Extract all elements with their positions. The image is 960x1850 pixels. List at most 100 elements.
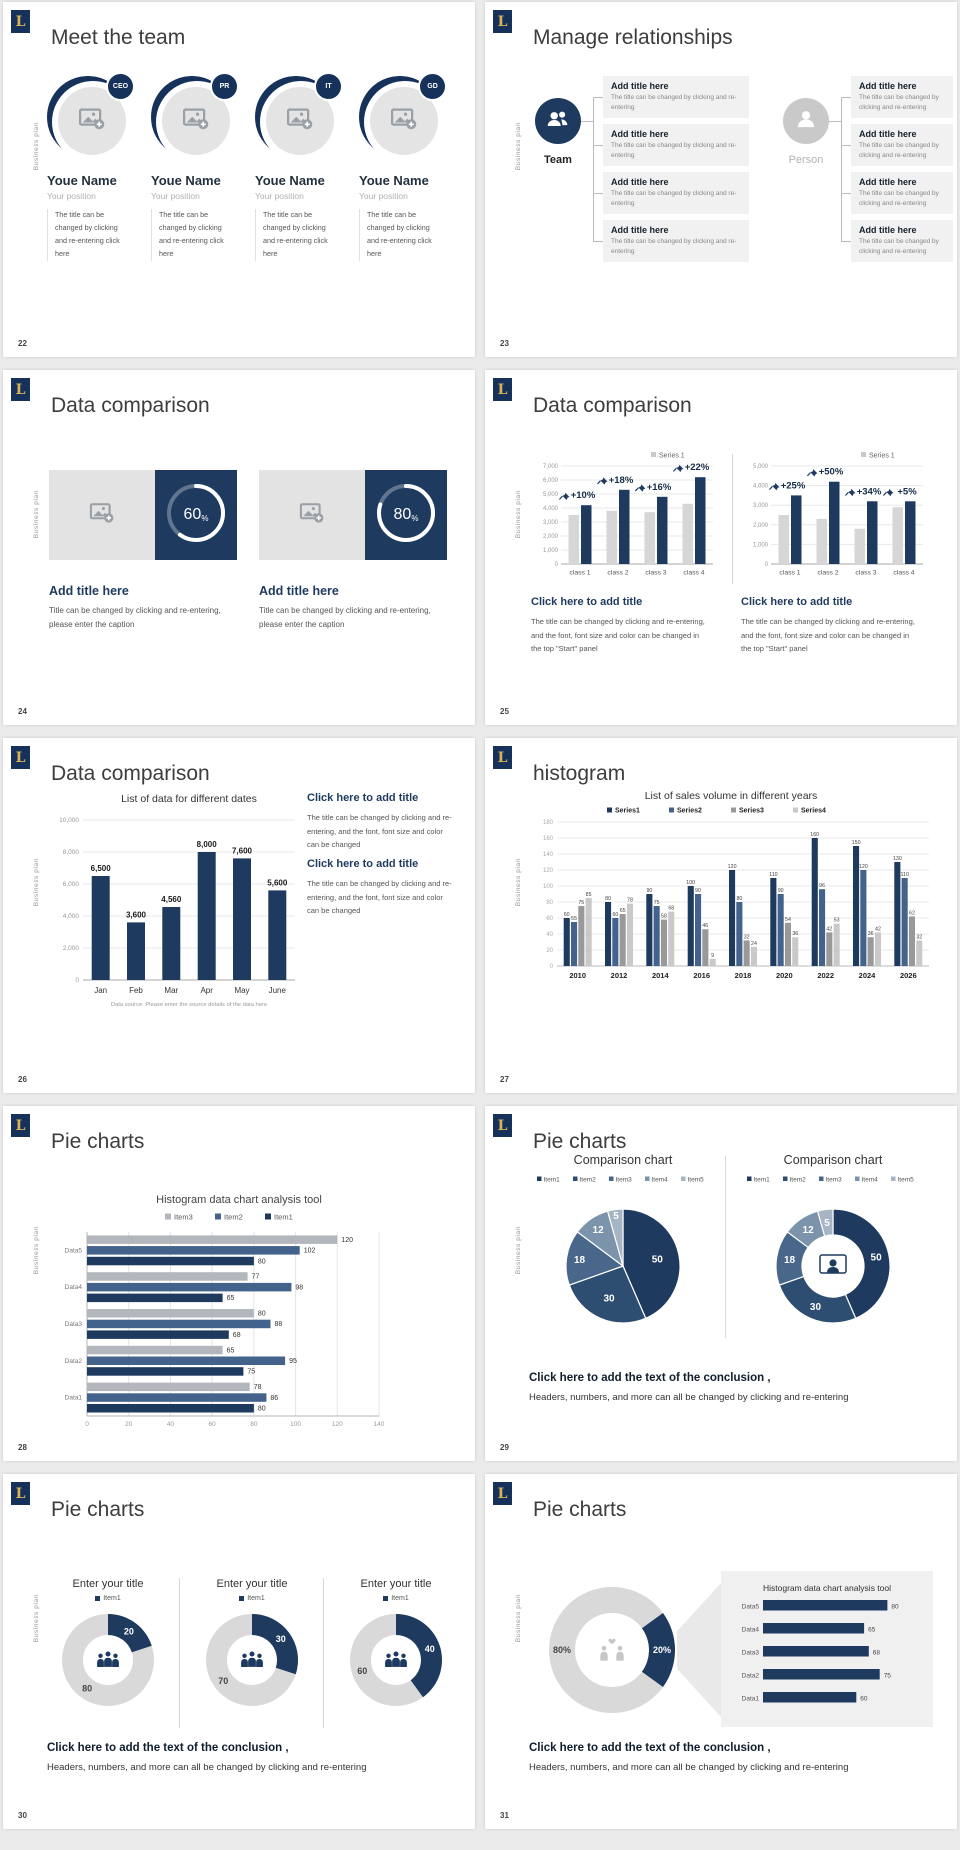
svg-text:3,000: 3,000	[753, 503, 769, 509]
svg-text:0: 0	[75, 977, 79, 984]
svg-text:78: 78	[627, 898, 633, 904]
image-placeholder-icon	[88, 499, 116, 532]
brand-logo: L	[11, 1114, 30, 1137]
svg-text:5,000: 5,000	[753, 464, 769, 470]
member-position: Your position	[359, 191, 408, 201]
legend-label: Item1	[103, 1595, 121, 1602]
slide-22-meet-the-team[interactable]: L Business plan Meet the team CEO Youe N…	[3, 2, 475, 357]
svg-text:Item4: Item4	[652, 1177, 669, 1184]
svg-text:12: 12	[803, 1225, 815, 1236]
donut-chart: 30 70	[185, 1610, 319, 1716]
svg-text:+10%: +10%	[571, 490, 596, 501]
svg-text:42: 42	[875, 926, 881, 932]
slide-27-histogram[interactable]: L Business plan histogram List of sales …	[485, 738, 957, 1093]
svg-text:2,000: 2,000	[753, 523, 769, 529]
page-number: 31	[500, 1811, 509, 1820]
svg-text:Item1: Item1	[274, 1213, 293, 1222]
side-label: Business plan	[33, 858, 40, 907]
svg-text:Item5: Item5	[688, 1177, 705, 1184]
brand-logo: L	[493, 10, 512, 33]
svg-text:5,000: 5,000	[543, 492, 559, 498]
legend-swatch	[95, 1595, 101, 1601]
member-name: Youe Name	[151, 173, 221, 188]
svg-text:Data1: Data1	[65, 1395, 83, 1402]
donut-legend: Item1	[329, 1595, 463, 1602]
svg-text:Data3: Data3	[65, 1321, 83, 1328]
svg-text:80: 80	[250, 1421, 258, 1428]
svg-text:2016: 2016	[693, 971, 710, 980]
slide-30-pie-charts[interactable]: L Business plan Pie charts Enter your ti…	[3, 1474, 475, 1829]
donut-chart: 20 80	[41, 1610, 175, 1716]
svg-text:110: 110	[769, 872, 777, 878]
connector-line	[593, 97, 603, 98]
member-description: The title can be changed by clicking and…	[255, 209, 339, 261]
svg-text:Series4: Series4	[801, 808, 826, 815]
image-placeholder-icon	[77, 104, 107, 139]
image-placeholder-icon	[389, 104, 419, 139]
svg-text:20: 20	[124, 1626, 134, 1636]
conclusion-title: Click here to add the text of the conclu…	[529, 1742, 771, 1754]
svg-text:75: 75	[884, 1673, 892, 1680]
connector-line	[841, 145, 851, 146]
svg-text:180: 180	[543, 820, 554, 826]
svg-text:130: 130	[893, 856, 902, 862]
svg-text:62: 62	[909, 910, 915, 916]
slide-28-pie-charts[interactable]: L Business plan Pie charts Histogram dat…	[3, 1106, 475, 1461]
svg-text:58: 58	[661, 914, 667, 920]
image-placeholder-icon	[285, 104, 315, 139]
item-description: The title can be changed by clicking and…	[611, 142, 737, 159]
connector-line	[593, 145, 603, 146]
side-label: Business plan	[33, 122, 40, 171]
progress-ring-panel: 80%	[365, 470, 447, 560]
svg-text:18: 18	[784, 1255, 796, 1266]
svg-text:7,000: 7,000	[543, 464, 559, 470]
slide-29-pie-charts[interactable]: L Business plan Pie charts Comparison ch…	[485, 1106, 957, 1461]
page-number: 28	[18, 1443, 27, 1452]
svg-text:80: 80	[891, 1604, 899, 1611]
svg-text:List of data for different dat: List of data for different dates	[121, 793, 257, 805]
svg-text:Data4: Data4	[742, 1627, 760, 1634]
svg-text:68: 68	[668, 906, 674, 912]
svg-text:Mar: Mar	[164, 986, 178, 995]
svg-text:75: 75	[654, 900, 660, 906]
svg-text:4,560: 4,560	[161, 895, 182, 904]
slide-23-manage-relationships[interactable]: L Business plan Manage relationships Tea…	[485, 2, 957, 357]
svg-text:90: 90	[646, 888, 652, 894]
svg-text:120: 120	[332, 1421, 343, 1428]
page-number: 24	[18, 707, 27, 716]
svg-text:88: 88	[275, 1321, 283, 1328]
slide-25-data-comparison[interactable]: L Business plan Data comparison Series 1…	[485, 370, 957, 725]
item-title: Add title here	[611, 81, 669, 91]
svg-text:Data4: Data4	[65, 1284, 83, 1291]
svg-text:100: 100	[543, 884, 554, 890]
slide-title: Manage relationships	[533, 26, 733, 49]
grouped-column-chart: Series 1 0 1,000 2,000 3,000 4,000 5,000 6,000 7…	[531, 450, 717, 607]
slide-24-data-comparison[interactable]: L Business plan Data comparison 60% 80% …	[3, 370, 475, 725]
svg-text:2018: 2018	[735, 971, 752, 980]
svg-text:55: 55	[571, 916, 577, 922]
conclusion-block: Click here to add the text of the conclu…	[529, 1742, 849, 1773]
item-description: The title can be changed by clicking and…	[611, 238, 737, 255]
legend-label: Item1	[247, 1595, 265, 1602]
svg-text:120: 120	[543, 868, 554, 874]
slide-31-pie-charts[interactable]: L Business plan Pie charts 20% 80% Histog…	[485, 1474, 957, 1829]
member-description: The title can be changed by clicking and…	[47, 209, 131, 261]
side-label: Business plan	[515, 490, 522, 539]
svg-text:65: 65	[868, 1627, 876, 1634]
svg-text:4,000: 4,000	[753, 484, 769, 490]
horizontal-bar-chart: Histogram data chart analysis tool Item3 I…	[47, 1190, 431, 1445]
svg-text:78: 78	[254, 1384, 262, 1391]
svg-text:Item1: Item1	[754, 1177, 771, 1184]
svg-text:98: 98	[295, 1284, 303, 1291]
svg-text:30: 30	[603, 1294, 615, 1305]
caption-text: The title can be changed by clicking and…	[307, 879, 452, 915]
slide-26-data-comparison[interactable]: L Business plan Data comparison List of …	[3, 738, 475, 1093]
svg-text:85: 85	[586, 892, 592, 898]
svg-text:80: 80	[546, 900, 553, 906]
svg-text:class 1: class 1	[779, 570, 800, 577]
svg-text:+34%: +34%	[857, 486, 882, 497]
svg-text:42: 42	[826, 926, 832, 932]
member-description: The title can be changed by clicking and…	[151, 209, 235, 261]
svg-text:Item4: Item4	[862, 1177, 879, 1184]
svg-text:0: 0	[765, 562, 769, 568]
